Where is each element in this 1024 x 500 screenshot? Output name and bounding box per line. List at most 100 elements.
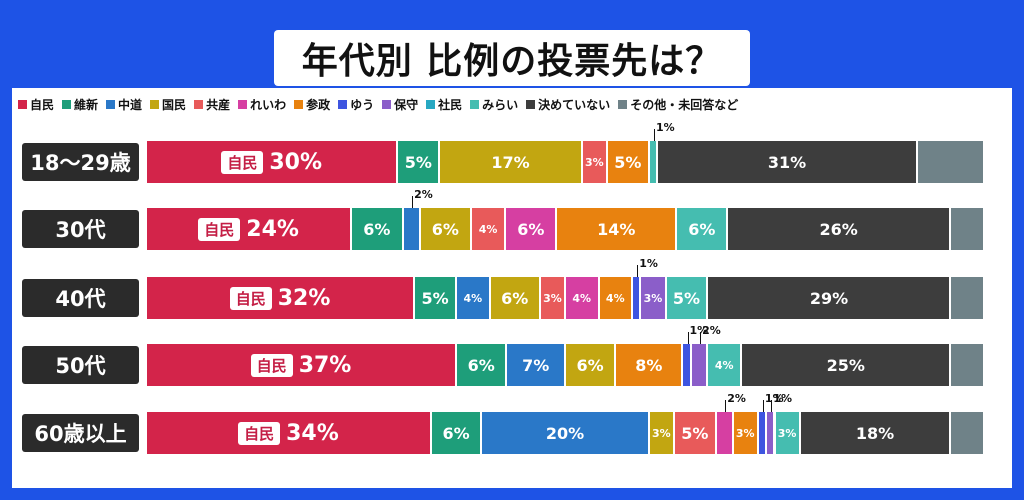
legend-swatch	[18, 99, 27, 109]
data-label: 18%	[855, 423, 895, 443]
legend-swatch	[382, 99, 392, 109]
bar-segment: 5%	[398, 141, 441, 183]
bar-segment: 3%	[775, 412, 801, 454]
bar-segment	[951, 412, 985, 454]
bar-segment: 自民 32%	[147, 277, 416, 319]
data-label: 14%	[597, 219, 636, 239]
bar-segment	[716, 412, 734, 454]
bar-segment: 14%	[557, 208, 678, 250]
bar-segment	[767, 412, 776, 454]
legend-swatch	[238, 99, 248, 109]
legend-item: れいわ	[238, 96, 286, 113]
bar-segment: 18%	[800, 412, 952, 454]
data-label: 3%	[735, 426, 755, 440]
legend-item: 保守	[382, 96, 418, 113]
callout-label: 1%	[773, 392, 792, 405]
party-chip: 自民	[250, 353, 293, 377]
data-label: 4%	[478, 222, 498, 236]
data-label: 6%	[688, 219, 716, 239]
data-label: 6%	[442, 423, 470, 443]
data-label: 6%	[467, 355, 495, 375]
data-label: 6%	[576, 355, 604, 375]
party-chip: 自民	[198, 217, 241, 241]
callout-line	[653, 129, 655, 141]
legend-label: 決めていない	[538, 97, 611, 112]
legend-item: 社民	[426, 96, 462, 113]
bar-segment: 自民 37%	[147, 344, 458, 386]
data-label: 3%	[584, 155, 604, 169]
legend-item: 維新	[62, 96, 98, 113]
bar-segment: 3%	[641, 277, 667, 319]
data-label: 5%	[614, 152, 642, 172]
data-label: 6%	[517, 219, 545, 239]
legend-label: 参政	[306, 97, 331, 112]
data-label: 32%	[277, 285, 331, 311]
bar-segment: 6%	[677, 208, 729, 250]
legend-label: れいわ	[250, 97, 287, 112]
legend-item: 中道	[106, 96, 142, 113]
bar-segment: 3%	[649, 412, 675, 454]
legend-item: みらい	[470, 96, 518, 113]
bar-segment: 4%	[566, 277, 600, 319]
bar-segment	[951, 344, 985, 386]
callout-line	[687, 332, 689, 344]
legend-label: 保守	[394, 97, 419, 112]
data-label: 25%	[826, 355, 865, 375]
data-label: 4%	[463, 291, 483, 305]
callout-label: 2%	[727, 392, 746, 405]
legend-label: みらい	[482, 97, 519, 112]
bar-segment: 20%	[482, 412, 650, 454]
legend-swatch	[106, 99, 116, 109]
legend-swatch	[526, 99, 536, 109]
legend-swatch	[470, 99, 480, 109]
data-label: 8%	[635, 355, 663, 375]
chart-title: 年代別 比例の投票先は？	[301, 41, 723, 82]
callout-label: 1%	[639, 257, 658, 270]
legend-item: 自民	[18, 96, 54, 113]
bar-segment: 自民 34%	[147, 412, 432, 454]
party-chip: 自民	[221, 150, 264, 174]
callout-label: 2%	[702, 324, 721, 337]
bar-segment	[633, 277, 642, 319]
data-label: 26%	[819, 219, 858, 239]
legend-item: 国民	[150, 96, 186, 113]
data-label: 37%	[298, 352, 352, 378]
legend-label: 共産	[206, 97, 231, 112]
bar-segment: 31%	[658, 141, 918, 183]
legend-swatch	[618, 99, 628, 109]
bar-segment: 6%	[490, 277, 541, 319]
party-chip: 自民	[229, 286, 272, 310]
bar-segment: 4%	[599, 277, 634, 319]
callout-line	[700, 332, 702, 344]
legend-item: その他・未回答など	[618, 96, 738, 113]
bar-segment: 4%	[471, 208, 507, 250]
bar-segment: 6%	[352, 208, 404, 250]
data-label: 7%	[522, 355, 550, 375]
bar-segment: 17%	[440, 141, 583, 183]
data-label: 24%	[246, 216, 299, 242]
bar-segment: 8%	[616, 344, 684, 386]
callout-label: 1%	[689, 324, 709, 337]
category-label: 50代	[22, 346, 139, 384]
bar-segment	[758, 412, 768, 454]
callout-line	[762, 400, 764, 412]
bar-segment	[403, 208, 421, 250]
bar-segment	[691, 344, 709, 386]
bar-segment: 7%	[507, 344, 566, 386]
data-label: 34%	[286, 420, 339, 446]
data-label: 3%	[543, 291, 562, 305]
callout-line	[637, 265, 639, 277]
bar-segment: 5%	[415, 277, 458, 319]
data-label: 5%	[421, 288, 449, 308]
category-label: 60歳以上	[22, 414, 139, 452]
legend-label: 維新	[74, 97, 99, 112]
data-label: 17%	[491, 152, 530, 172]
callout-line	[412, 196, 414, 208]
bar-segment: 4%	[457, 277, 491, 319]
data-label: 6%	[501, 288, 529, 308]
legend-item: 参政	[294, 96, 330, 113]
bar-segment: 3%	[733, 412, 759, 454]
legend-swatch	[150, 99, 160, 109]
data-label: 3%	[643, 291, 663, 305]
bar-segment	[951, 277, 985, 319]
